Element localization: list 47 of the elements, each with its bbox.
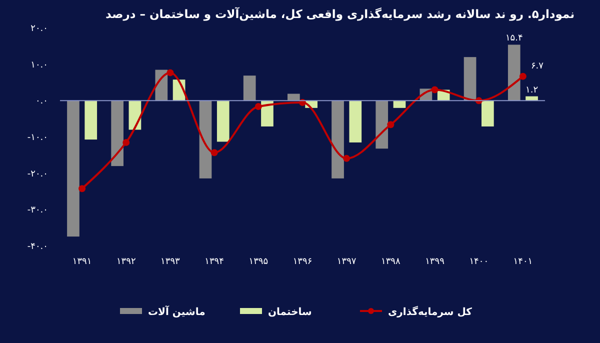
point <box>343 154 350 162</box>
bar <box>67 100 80 237</box>
bar <box>508 44 520 101</box>
y-tick-label: ۲۰.۰ <box>30 24 48 34</box>
bar <box>216 100 230 142</box>
x-tick-label: ۱۴۰۰ <box>469 257 489 267</box>
point <box>387 121 394 128</box>
bar <box>84 100 98 140</box>
point <box>519 72 526 80</box>
chart-title: نمودار۵. رو ند سالانه رشد سرمایه‌گذاری واقعی کل، ماشین‌آلات و ساختمان – درصد <box>105 7 575 21</box>
x-tick-label: ۱۳۹۳ <box>160 257 180 267</box>
x-tick-label: ۱۴۰۱ <box>513 257 533 267</box>
point <box>122 138 130 146</box>
data-label: ۱.۲ <box>526 85 538 96</box>
data-label: ۱۵.۴ <box>505 34 523 44</box>
x-tick-label: ۱۳۹۴ <box>204 257 224 267</box>
bar <box>393 100 406 108</box>
data-label: ۶.۷ <box>530 61 544 72</box>
point <box>210 149 218 156</box>
y-tick-label: -۱۰.۰ <box>27 133 48 143</box>
y-tick-label: ۰.۰ <box>35 96 48 107</box>
legend-label: ساختمان <box>268 307 312 318</box>
bar <box>243 76 256 101</box>
x-tick-label: ۱۳۹۸ <box>381 257 401 267</box>
bar <box>482 100 494 126</box>
y-tick-label: -۲۰.۰ <box>27 169 48 180</box>
x-tick-label: ۱۳۹۶ <box>292 257 312 267</box>
bar <box>199 100 212 178</box>
bar <box>111 100 124 166</box>
bar <box>349 100 362 142</box>
bar <box>464 57 476 101</box>
point <box>78 185 86 192</box>
x-tick-label: ۱۳۹۵ <box>248 257 268 267</box>
x-tick-label: ۱۳۹۹ <box>425 257 445 267</box>
bar <box>376 100 388 149</box>
x-tick-label: ۱۳۹۷ <box>336 257 356 267</box>
y-tick-label: ۱۰.۰ <box>30 60 48 70</box>
y-tick-label: -۴۰.۰ <box>27 242 48 252</box>
point <box>254 102 262 110</box>
bar <box>332 100 344 178</box>
x-tick-label: ۱۳۹۲ <box>116 257 136 267</box>
legend-label: کل سرمایه‌گذاری <box>388 305 472 318</box>
legend-label: ماشین آلات <box>148 305 206 318</box>
y-tick-label: -۳۰.۰ <box>27 206 48 216</box>
point <box>166 69 174 76</box>
point <box>431 86 438 94</box>
x-tick-label: ۱۳۹۱ <box>72 257 92 267</box>
